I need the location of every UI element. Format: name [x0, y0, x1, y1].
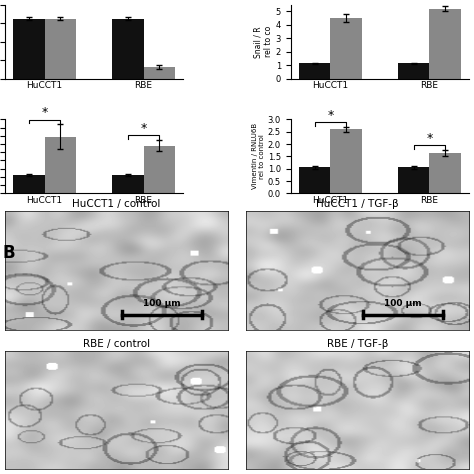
Bar [144, 67, 175, 79]
Text: *: * [41, 106, 48, 119]
Bar [299, 63, 330, 79]
Bar [398, 167, 429, 193]
Text: *: * [426, 131, 433, 145]
Y-axis label: Vimentin / RNLU6B
rel to control: Vimentin / RNLU6B rel to control [252, 123, 265, 190]
Title: HuCCT1 / TGF-β: HuCCT1 / TGF-β [316, 199, 399, 209]
Text: B: B [2, 244, 15, 262]
Bar [429, 9, 461, 79]
Bar [330, 129, 362, 193]
Bar [45, 18, 76, 79]
Text: 100 μm: 100 μm [143, 299, 181, 308]
Y-axis label: Snail / R
rel to co: Snail / R rel to co [253, 26, 273, 57]
Bar [299, 167, 330, 193]
Bar [330, 18, 362, 79]
Text: *: * [327, 109, 334, 122]
Title: RBE / TGF-β: RBE / TGF-β [327, 339, 388, 349]
Text: 100 μm: 100 μm [384, 299, 422, 308]
Bar [13, 175, 45, 193]
Text: *: * [140, 122, 147, 135]
Title: HuCCT1 / control: HuCCT1 / control [72, 199, 161, 209]
Bar [45, 137, 76, 193]
Title: RBE / control: RBE / control [83, 339, 150, 349]
Bar [13, 18, 45, 79]
Bar [398, 63, 429, 79]
Bar [112, 18, 144, 79]
Bar [429, 153, 461, 193]
Bar [144, 146, 175, 193]
Bar [112, 175, 144, 193]
